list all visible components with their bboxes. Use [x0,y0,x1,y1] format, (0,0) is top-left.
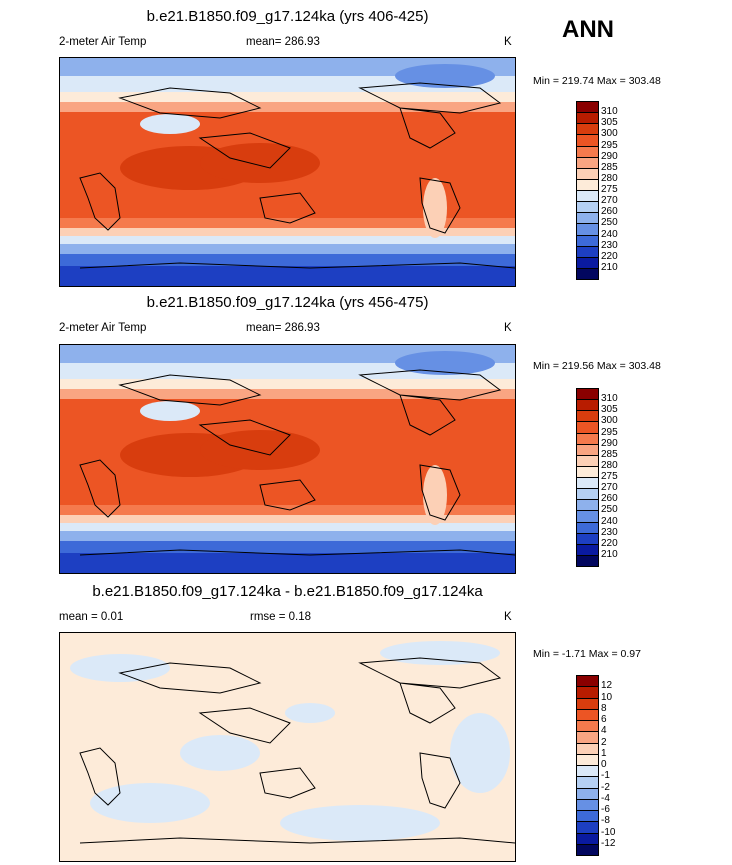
panel-3-rmse-label: rmse = 0.18 [250,611,312,623]
colorbar-tick-label: 210 [601,548,618,560]
colorbar-swatch [576,267,599,280]
colorbar-tick-label: -6 [601,804,610,815]
panel-2-mean-label: mean= 286.93 [246,322,320,334]
panel-1-units-label: K [504,36,512,48]
panel-3-minmax: Min = -1.71 Max = 0.97 [533,648,641,660]
colorbar-tick-label: 250 [601,504,618,516]
panel-2-minmax: Min = 219.56 Max = 303.48 [533,360,661,372]
colorbar-tick-label: 295 [601,426,618,438]
colorbar-tick-label: 240 [601,515,618,527]
panel-2-map [59,344,516,574]
panel-1-map [59,57,516,287]
colorbar-tick-label: 275 [601,471,618,482]
season-label: ANN [562,16,614,43]
colorbar-tick-label: 275 [601,184,618,195]
colorbar-swatch [576,843,599,856]
panel-2-colorbar: 310 305 300 295 290 285 280 275 270 260 250 240 230 2… [576,388,618,567]
colorbar-tick-label: -8 [601,815,610,827]
colorbar-tick-label: 260 [601,206,618,218]
panel-3-map [59,632,516,862]
colorbar-tick-label: -12 [601,837,616,849]
panel-2-units-label: K [504,322,512,334]
colorbar-tick-label: 220 [601,537,618,549]
colorbar-tick-label: 6 [601,714,607,725]
colorbar-tick-label: -4 [601,792,610,804]
colorbar-tick-label: -10 [601,826,616,838]
panel-3-title: b.e21.B1850.f09_g17.124ka - b.e21.B1850.… [92,583,483,600]
colorbar-tick-label: -1 [601,770,610,782]
panel-3-colorbar: 12 10 8 6 4 2 1 0 -1 -2 -4 -6 -8 -10 -12 [576,675,615,856]
panel-3-mean-label: mean = 0.01 [59,611,124,623]
colorbar-tick-label: 300 [601,128,618,140]
colorbar-tick-label: 305 [601,404,618,416]
colorbar-tick-label: 285 [601,161,618,173]
colorbar-tick-label: 305 [601,117,618,129]
colorbar-tick-label: 4 [601,725,607,737]
colorbar-tick-label: 8 [601,702,607,714]
colorbar-tick-label: 295 [601,139,618,151]
colorbar-tick-label: 2 [601,736,607,748]
colorbar-tick-label: 12 [601,680,613,692]
colorbar-tick-label: 250 [601,217,618,229]
colorbar-tick-label: 0 [601,759,607,770]
colorbar-tick-label: 290 [601,437,618,449]
colorbar-tick-label: 1 [601,747,607,759]
colorbar-tick-label: 10 [601,691,613,703]
colorbar-swatch [576,554,599,567]
panel-1-mean-label: mean= 286.93 [246,36,320,48]
colorbar-tick-label: 300 [601,415,618,427]
colorbar-tick-label: 230 [601,526,618,538]
colorbar-tick-label: 270 [601,195,618,207]
panel-1-variable-label: 2-meter Air Temp [59,36,147,48]
colorbar-tick-label: 230 [601,239,618,251]
colorbar-tick-label: 310 [601,106,618,118]
colorbar-tick-label: 285 [601,448,618,460]
panel-1-colorbar: 310 305 300 295 290 285 280 275 270 260 250 240 230 2… [576,101,618,280]
panel-1-title: b.e21.B1850.f09_g17.124ka (yrs 406-425) [146,8,429,25]
colorbar-tick-label: 280 [601,172,618,184]
panel-3-units-label: K [504,611,512,623]
colorbar-tick-label: 220 [601,250,618,262]
panel-2-title: b.e21.B1850.f09_g17.124ka (yrs 456-475) [146,294,429,311]
colorbar-tick-label: 260 [601,493,618,505]
colorbar-tick-label: 240 [601,228,618,240]
colorbar-tick-label: 290 [601,150,618,162]
colorbar-tick-label: 280 [601,459,618,471]
colorbar-tick-label: 210 [601,261,618,273]
panel-2-variable-label: 2-meter Air Temp [59,322,147,334]
colorbar-tick-label: 270 [601,482,618,494]
colorbar-tick-label: -2 [601,781,610,793]
colorbar-tick-label: 310 [601,393,618,405]
panel-1-minmax: Min = 219.74 Max = 303.48 [533,75,661,87]
